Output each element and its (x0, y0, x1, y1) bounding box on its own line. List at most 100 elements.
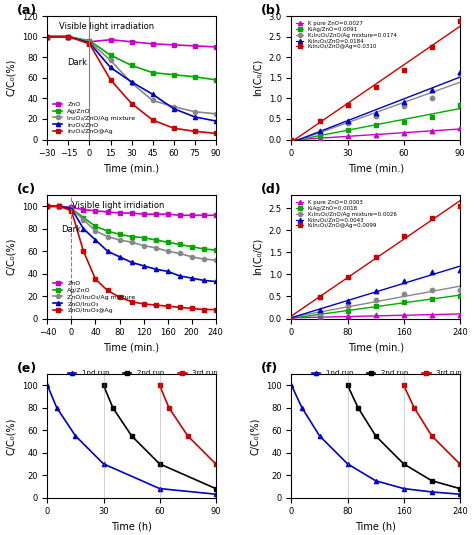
Point (288, 135, 295, 144)
Line: Ag/ZnO: Ag/ZnO (46, 204, 218, 252)
Point (372, 296, 379, 304)
ZnO/In₂O₃/Ag mixture (117, 237, 122, 243)
ZnO/In₂O₃ (69, 205, 74, 212)
1nd run (45, 382, 50, 388)
ZnO/In₂O₃/Ag mixture (153, 244, 158, 251)
1nd run (401, 485, 407, 492)
Point (400, 277, 408, 285)
In₂O₃/ZnO@Ag (192, 128, 198, 134)
Ag/ZnO (117, 231, 122, 238)
Ag/ZnO (171, 72, 176, 78)
ZnO/In₂O₃@Ag (56, 203, 62, 210)
2nd run (345, 382, 350, 388)
ZnO/In₂O₃@Ag (141, 301, 146, 307)
Ag/ZnO (92, 223, 98, 230)
ZnO/In₂O₃/Ag mixture (56, 203, 62, 210)
In₂O₃/ZnO/Ag mixture (108, 57, 113, 64)
Point (288, 314, 295, 323)
ZnO (105, 209, 110, 215)
In₂O₃/ZnO (45, 33, 50, 40)
1nd run (213, 491, 219, 498)
Line: In₂O₃/ZnO: In₂O₃/ZnO (46, 35, 218, 123)
Point (372, 121, 379, 129)
ZnO/In₂O₃@Ag (105, 287, 110, 294)
ZnO/In₂O₃/Ag mixture (201, 256, 207, 262)
Text: Visible light irradiation: Visible light irradiation (59, 22, 154, 31)
Point (400, 311, 408, 319)
Point (456, 124, 464, 132)
Legend: K pure ZnO=0.0003, K₂Ag/ZnO=0.0018, K₂In₂O₃/ZnO/Ag mixture=0.0026, K₂In₂O₃/ZnO=0: K pure ZnO=0.0003, K₂Ag/ZnO=0.0018, K₂In… (294, 198, 399, 231)
3rd run (157, 382, 163, 388)
ZnO/In₂O₃ (165, 268, 171, 274)
3rd run (411, 404, 417, 411)
Point (372, 109, 379, 117)
Line: Ag/ZnO: Ag/ZnO (46, 35, 218, 82)
Ag/ZnO (56, 203, 62, 210)
Line: 2nd run: 2nd run (101, 383, 274, 496)
ZnO/In₂O₃@Ag (92, 276, 98, 282)
ZnO/In₂O₃/Ag mixture (69, 205, 74, 212)
ZnO (45, 33, 50, 40)
X-axis label: Time (min.): Time (min.) (103, 343, 160, 353)
Point (428, 43, 436, 51)
ZnO/In₂O₃@Ag (117, 294, 122, 301)
1nd run (289, 382, 294, 388)
2nd run (129, 433, 135, 439)
ZnO (92, 208, 98, 214)
In₂O₃/ZnO@Ag (129, 100, 135, 106)
Ag/ZnO (129, 233, 135, 240)
ZnO (177, 212, 182, 218)
Point (400, 290, 408, 299)
ZnO (45, 203, 50, 210)
ZnO (117, 210, 122, 216)
Point (428, 286, 436, 294)
Point (400, 129, 408, 137)
Point (456, 310, 464, 319)
Ag/ZnO (153, 237, 158, 243)
Point (316, 127, 323, 135)
ZnO (129, 210, 135, 216)
Point (344, 296, 351, 305)
Line: 2nd run: 2nd run (346, 383, 462, 491)
Line: 1nd run: 1nd run (290, 383, 462, 496)
In₂O₃/ZnO (129, 79, 135, 85)
Point (456, 67, 464, 76)
Line: ZnO/In₂O₃/Ag mixture: ZnO/In₂O₃/Ag mixture (46, 204, 218, 262)
ZnO/In₂O₃ (189, 275, 194, 281)
Point (344, 272, 351, 281)
Point (428, 213, 436, 222)
Point (316, 293, 323, 302)
Point (428, 86, 436, 94)
Ag/ZnO (165, 239, 171, 246)
In₂O₃/ZnO/Ag mixture (150, 97, 155, 104)
ZnO (65, 33, 71, 40)
ZnO/In₂O₃/Ag mixture (141, 242, 146, 249)
Ag/ZnO (69, 205, 74, 212)
ZnO (87, 39, 92, 45)
Point (456, 286, 464, 294)
Point (372, 287, 379, 295)
ZnO (171, 42, 176, 48)
Point (428, 94, 436, 103)
1nd run (317, 433, 322, 439)
Point (288, 135, 295, 144)
Point (344, 119, 351, 127)
ZnO/In₂O₃@Ag (213, 307, 219, 313)
X-axis label: Time (h): Time (h) (355, 522, 396, 532)
ZnO/In₂O₃/Ag mixture (105, 233, 110, 240)
Text: (d): (d) (261, 182, 282, 196)
Legend: ZnO, Ag/ZnO, In₂O₃/ZnO/Ag mixture, In₂O₃/ZnO, In₂O₃/ZnO@Ag: ZnO, Ag/ZnO, In₂O₃/ZnO/Ag mixture, In₂O₃… (51, 100, 138, 136)
Line: 3rd run: 3rd run (401, 383, 462, 466)
ZnO/In₂O₃ (153, 266, 158, 272)
ZnO/In₂O₃ (177, 273, 182, 279)
Y-axis label: C/C₀(%): C/C₀(%) (250, 417, 260, 455)
Point (372, 253, 379, 261)
Legend: 1nd run, 2nd run, 3rd run: 1nd run, 2nd run, 3rd run (65, 368, 221, 379)
Point (428, 294, 436, 303)
ZnO (201, 212, 207, 218)
ZnO (150, 41, 155, 47)
ZnO (81, 207, 86, 213)
3rd run (429, 433, 435, 439)
ZnO/In₂O₃/Ag mixture (165, 248, 171, 255)
X-axis label: Time (min.): Time (min.) (347, 164, 404, 174)
